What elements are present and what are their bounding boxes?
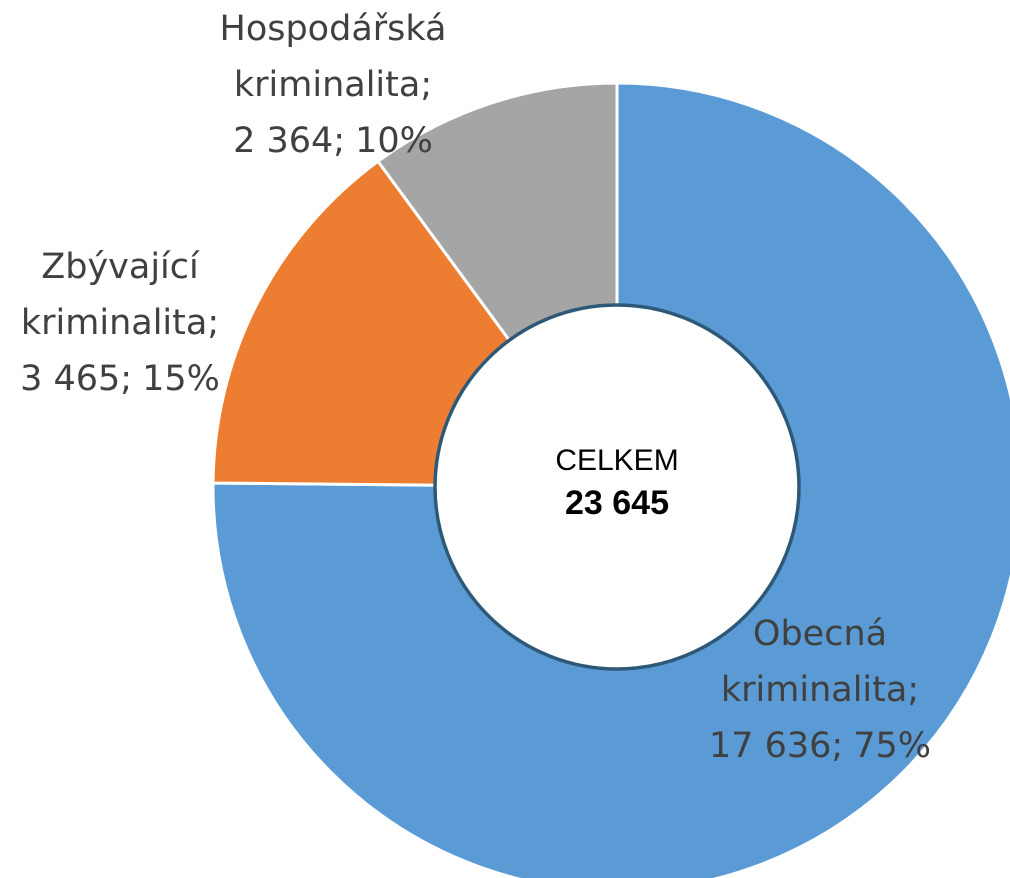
slices <box>211 81 1010 878</box>
center-label: CELKEM <box>555 444 678 477</box>
percent-label: 15% <box>142 359 220 399</box>
percent-label: 75% <box>853 726 931 766</box>
category-label: Obecná kriminalita; <box>721 614 919 710</box>
value-label: 2 364; <box>233 121 345 161</box>
category-label: Hospodářská kriminalita; <box>220 9 447 105</box>
percent-label: 10% <box>355 121 433 161</box>
value-label: 3 465; <box>20 359 132 399</box>
category-label: Zbývající kriminalita; <box>21 247 219 343</box>
value-label: 17 636; <box>709 726 843 766</box>
total-label: 23 645 <box>565 484 669 522</box>
center-hole <box>433 303 801 671</box>
